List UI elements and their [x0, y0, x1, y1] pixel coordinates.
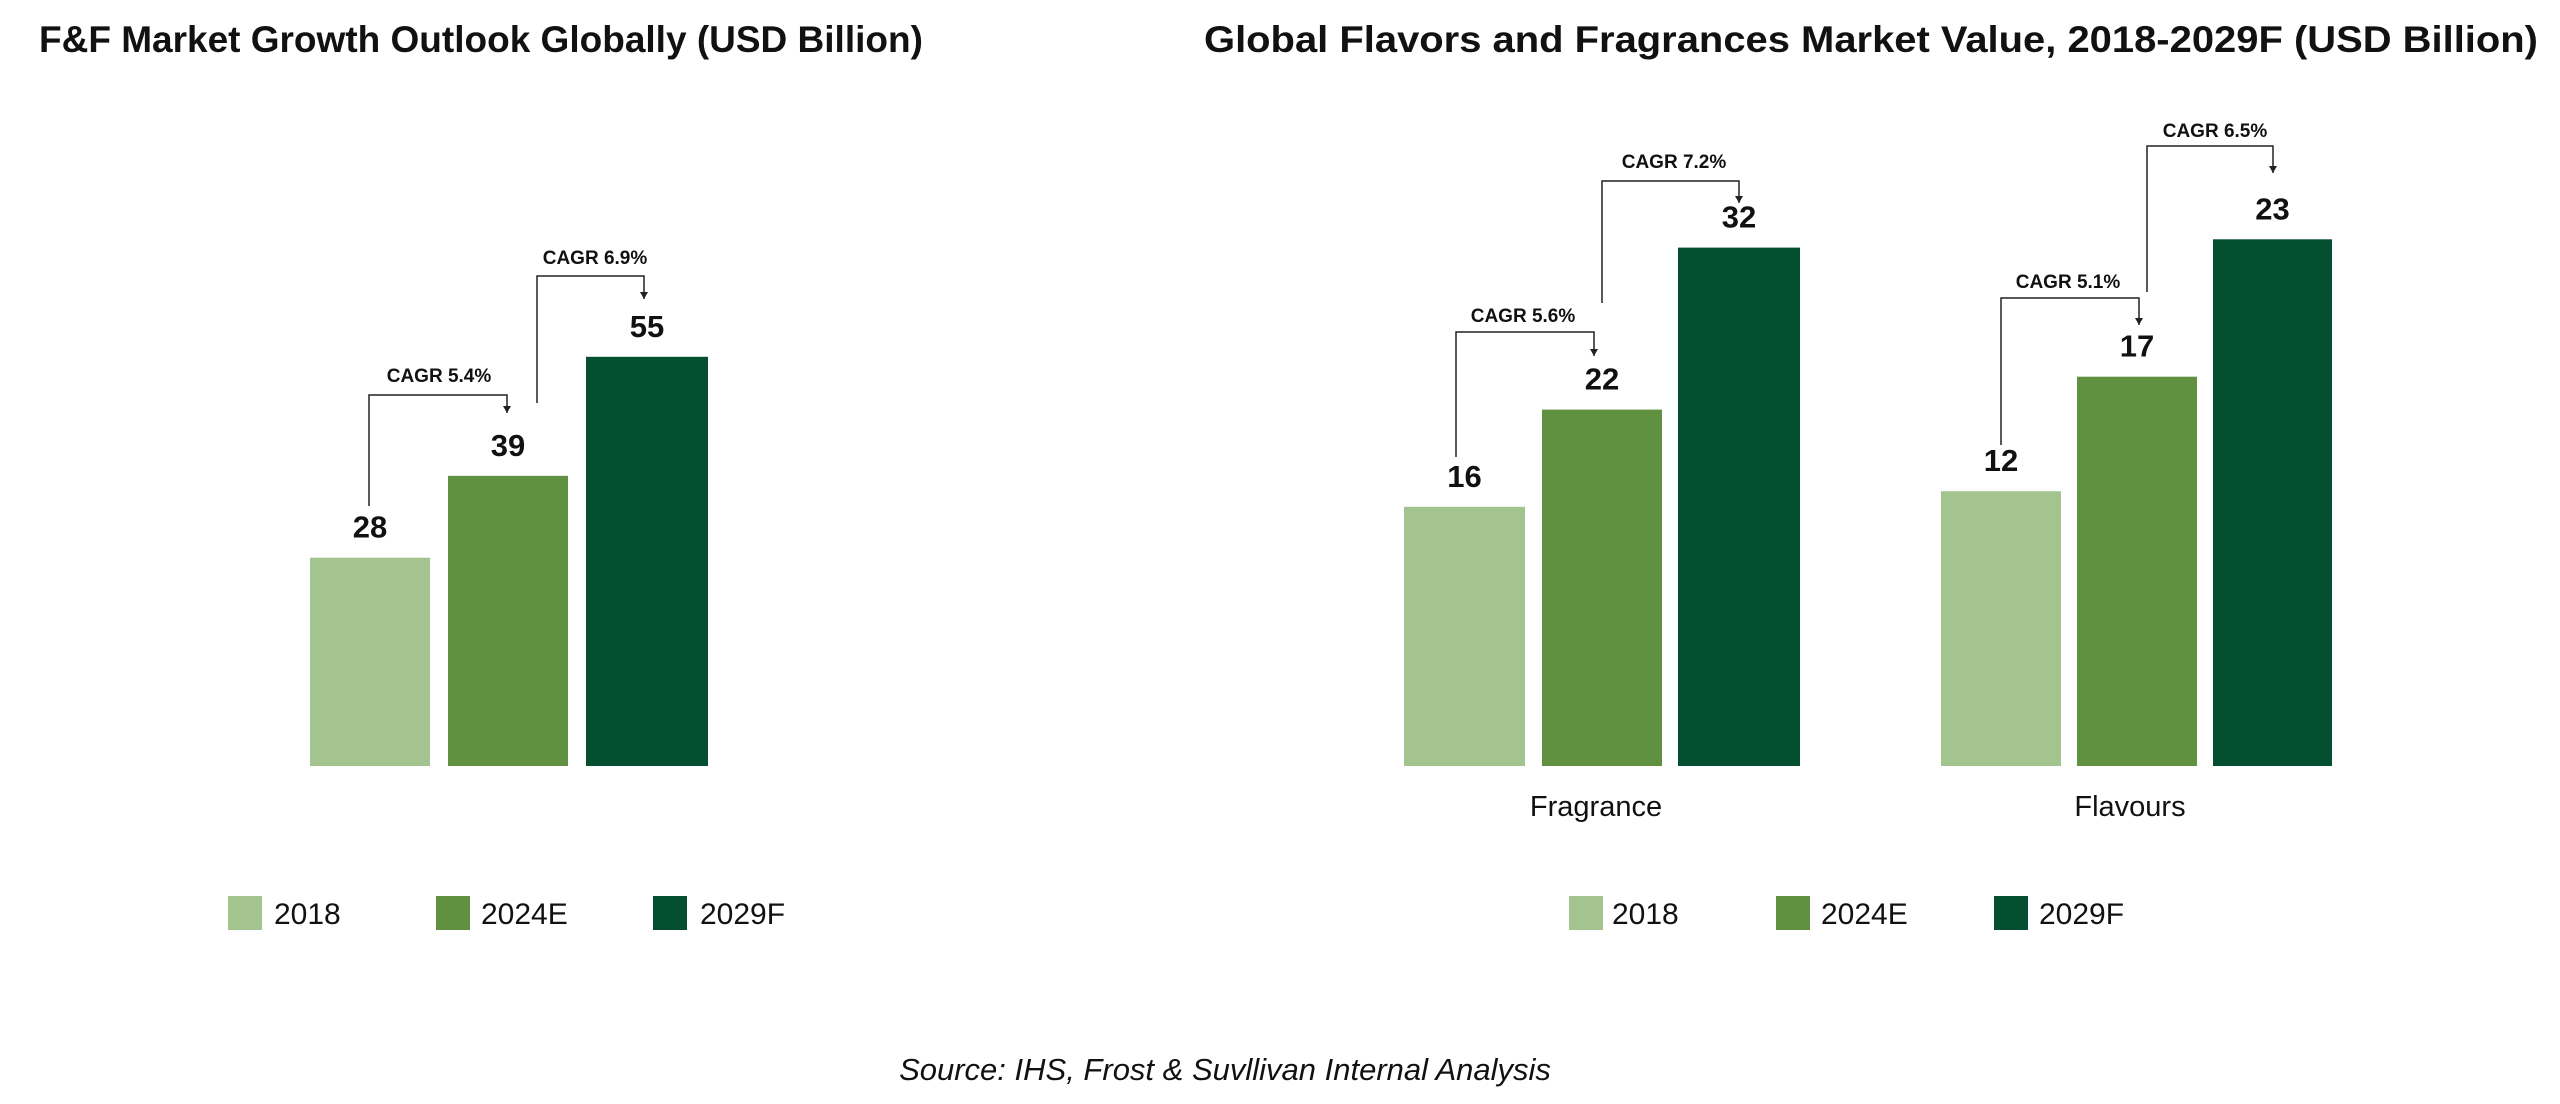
right-bar-2029F-0: [1678, 247, 1800, 767]
right-legend-label-2029F: 2029F: [2039, 898, 2124, 931]
left-value-label-2029F-0: 55: [630, 309, 664, 344]
left-value-label-2018-0: 28: [353, 510, 387, 545]
right-cagr-bracket-1: [1601, 180, 1740, 303]
left-cagr-label-0: CAGR 5.4%: [387, 366, 492, 387]
left-legend-label-2018: 2018: [274, 898, 341, 931]
right-value-label-2024E-1: 17: [2120, 329, 2154, 364]
left-chart-title: F&F Market Growth Outlook Globally (USD …: [39, 19, 923, 60]
right-bar-2029F-1: [2213, 239, 2332, 767]
right-category-label-1: Flavours: [2074, 791, 2185, 823]
left-bar-2024E-0: [448, 475, 568, 766]
right-legend-swatch-2029F: [1994, 896, 2028, 930]
right-category-label-0: Fragrance: [1530, 791, 1662, 823]
right-cagr-label-1: CAGR 7.2%: [1622, 152, 1727, 173]
right-value-label-2018-1: 12: [1984, 443, 2018, 478]
left-bar-2018-0: [310, 557, 430, 766]
right-cagr-arrow-icon-0: [1590, 349, 1598, 356]
right-legend-swatch-2024E: [1776, 896, 1810, 930]
left-legend-swatch-2029F: [653, 896, 687, 930]
right-value-label-2018-0: 16: [1447, 459, 1481, 494]
left-legend-label-2029F: 2029F: [700, 898, 785, 931]
right-cagr-label-0: CAGR 5.6%: [1471, 306, 1576, 327]
right-value-label-2029F-0: 32: [1722, 200, 1756, 235]
right-cagr-label-2: CAGR 5.1%: [2016, 272, 2121, 293]
right-legend-swatch-2018: [1569, 896, 1603, 930]
right-bar-2018-1: [1941, 491, 2061, 766]
right-cagr-bracket-2: [2000, 297, 2140, 445]
source-note: Source: IHS, Frost & Suvllivan Internal …: [899, 1052, 1551, 1087]
right-cagr-arrow-icon-3: [2269, 166, 2277, 173]
right-chart-title: Global Flavors and Fragrances Market Val…: [1204, 19, 2538, 60]
left-cagr-bracket-0: [368, 394, 508, 506]
left-value-label-2024E-0: 39: [491, 428, 525, 463]
left-bar-2029F-0: [586, 356, 708, 766]
right-cagr-bracket-0: [1455, 331, 1595, 457]
right-cagr-arrow-icon-2: [2135, 318, 2143, 325]
right-bar-2024E-1: [2077, 376, 2197, 766]
left-cagr-arrow-icon-0: [503, 406, 511, 413]
right-bar-2024E-0: [1542, 409, 1662, 766]
right-bar-2018-0: [1404, 506, 1525, 766]
right-cagr-bracket-3: [2146, 145, 2274, 292]
left-legend-swatch-2018: [228, 896, 262, 930]
left-legend-label-2024E: 2024E: [481, 898, 568, 931]
right-cagr-label-3: CAGR 6.5%: [2163, 121, 2268, 142]
right-legend-label-2018: 2018: [1612, 898, 1679, 931]
left-cagr-arrow-icon-1: [640, 292, 648, 299]
left-cagr-bracket-1: [536, 275, 645, 403]
left-cagr-label-1: CAGR 6.9%: [543, 248, 648, 269]
right-value-label-2029F-1: 23: [2255, 191, 2289, 226]
right-legend-label-2024E: 2024E: [1821, 898, 1908, 931]
left-legend-swatch-2024E: [436, 896, 470, 930]
right-cagr-arrow-icon-1: [1735, 196, 1743, 203]
right-value-label-2024E-0: 22: [1585, 362, 1619, 397]
